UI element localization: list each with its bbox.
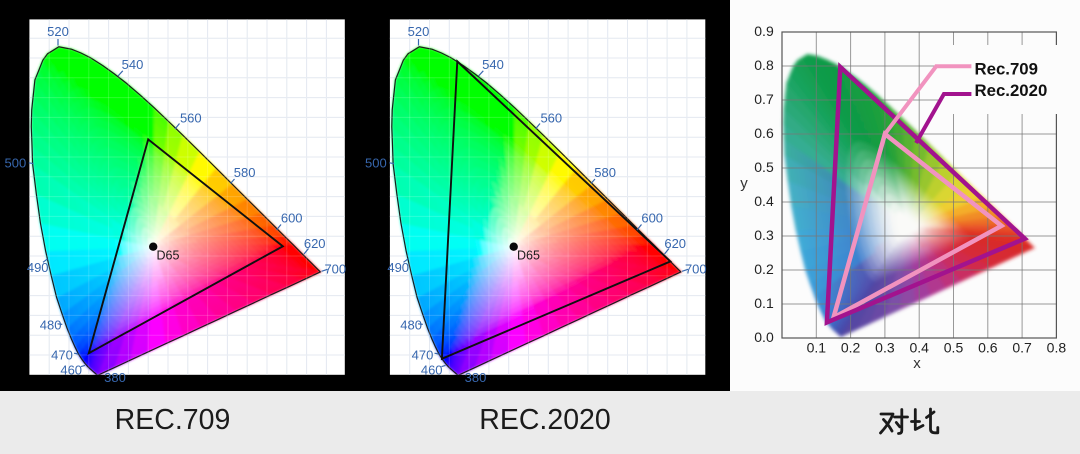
- svg-text:0.6: 0.6: [978, 340, 998, 356]
- svg-text:0.2: 0.2: [754, 261, 774, 277]
- svg-text:0.1: 0.1: [807, 340, 827, 356]
- svg-text:0.5: 0.5: [754, 159, 774, 175]
- svg-text:0.8: 0.8: [1047, 340, 1067, 356]
- svg-text:0.4: 0.4: [909, 340, 929, 356]
- svg-text:0.7: 0.7: [754, 91, 774, 107]
- svg-text:0.0: 0.0: [754, 329, 774, 345]
- svg-text:0.3: 0.3: [754, 227, 774, 243]
- svg-text:REC.2020: REC.2020: [479, 404, 611, 436]
- svg-text:0.7: 0.7: [1012, 340, 1032, 356]
- svg-text:x: x: [913, 355, 921, 372]
- svg-text:Rec.709: Rec.709: [975, 60, 1038, 79]
- svg-text:0.5: 0.5: [944, 340, 964, 356]
- svg-text:0.9: 0.9: [754, 23, 774, 39]
- svg-text:0.1: 0.1: [754, 295, 774, 311]
- svg-text:0.6: 0.6: [754, 125, 774, 141]
- svg-text:0.3: 0.3: [875, 340, 895, 356]
- svg-text:0.8: 0.8: [754, 57, 774, 73]
- svg-text:REC.709: REC.709: [115, 404, 231, 436]
- svg-text:0.2: 0.2: [841, 340, 861, 356]
- svg-text:y: y: [740, 175, 748, 192]
- svg-text:Rec.2020: Rec.2020: [975, 81, 1048, 100]
- svg-text:0.4: 0.4: [754, 193, 774, 209]
